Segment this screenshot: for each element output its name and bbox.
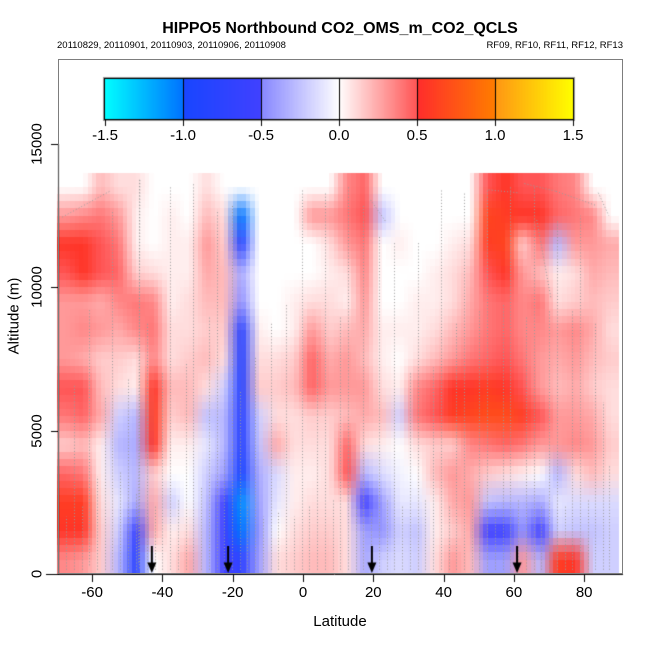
y-axis-tick-label: 15000 [28,123,46,165]
x-axis-tick-label: 40 [435,584,452,601]
colorbar-tick-label: -1.5 [92,127,118,144]
x-axis-tick-label: 60 [505,584,523,601]
x-axis-tick-label: -40 [151,584,174,601]
x-axis-tick-label: 80 [575,584,593,601]
colorbar-tick-label: -0.5 [248,127,274,144]
colorbar-tick-label: 0.5 [406,127,428,144]
y-axis-tick-label: 5000 [28,413,46,448]
colorbar-tick-label: -1.0 [170,127,196,144]
colorbar-tick-label: 1.0 [484,127,506,144]
x-axis-tick-label: -60 [81,584,103,601]
y-axis-title: Altitude (m) [5,277,23,355]
x-axis-title: Latitude [313,613,367,630]
y-axis-tick-label: 0 [28,569,46,579]
x-axis-tick-label: 0 [298,584,308,601]
y-axis-tick-label: 10000 [28,266,46,309]
x-axis-tick-label: 20 [364,584,382,601]
colorbar-tick-label: 0.0 [328,127,350,144]
colorbar-tick-label: 1.5 [562,127,584,144]
x-axis-tick-label: -20 [221,584,244,601]
